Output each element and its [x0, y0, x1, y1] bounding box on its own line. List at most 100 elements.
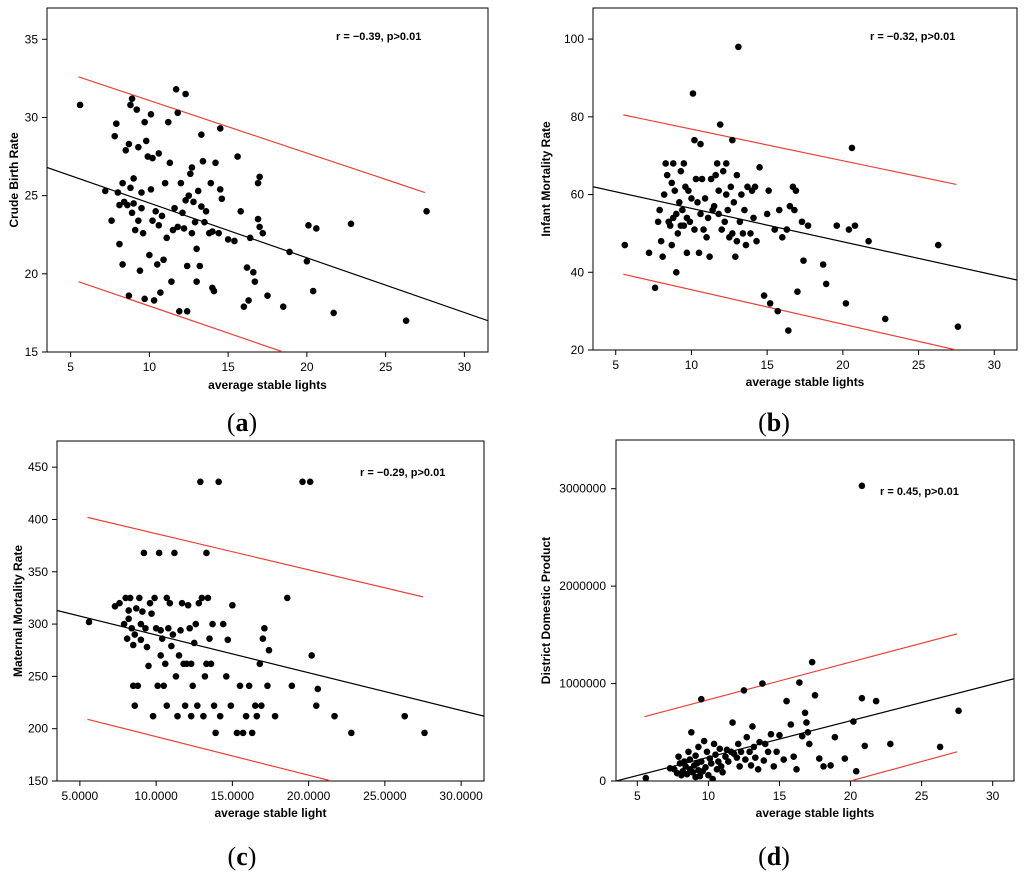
- data-point: [222, 673, 230, 680]
- x-tick-label: 25: [912, 358, 926, 372]
- data-point: [858, 694, 866, 702]
- data-point: [309, 287, 317, 295]
- data-point: [176, 308, 183, 315]
- data-point: [177, 179, 185, 187]
- data-point: [742, 756, 749, 763]
- x-tick-label: 30.0000: [439, 789, 483, 803]
- data-point: [204, 594, 212, 602]
- data-point: [183, 308, 191, 315]
- data-point: [161, 660, 169, 668]
- data-point: [164, 118, 172, 126]
- data-point: [251, 702, 259, 709]
- data-point: [155, 222, 163, 229]
- data-point: [887, 740, 894, 748]
- y-tick-label: 30: [25, 110, 39, 124]
- y-axis-label: Crude Birth Rate: [7, 132, 21, 228]
- data-point: [251, 278, 259, 285]
- y-tick-label: 0: [599, 774, 606, 788]
- data-point: [724, 758, 732, 765]
- data-point: [827, 762, 834, 769]
- y-tick-label: 40: [571, 265, 585, 279]
- data-point: [730, 199, 738, 206]
- data-point: [770, 763, 778, 770]
- x-tick-label: 30: [458, 360, 472, 374]
- x-axis-label: average stable lights: [208, 378, 327, 392]
- data-point: [174, 712, 181, 720]
- data-point: [245, 297, 252, 304]
- data-point: [347, 220, 355, 228]
- data-point: [200, 712, 207, 720]
- data-point: [685, 187, 692, 194]
- data-point: [203, 549, 210, 557]
- data-point: [798, 218, 806, 226]
- data-point: [210, 702, 218, 709]
- data-point: [133, 106, 141, 113]
- data-point: [766, 300, 774, 307]
- data-point: [198, 594, 206, 602]
- data-point: [163, 594, 171, 602]
- y-tick-label: 25: [25, 189, 39, 203]
- y-axis-label: Maternal Mortality Rate: [11, 545, 25, 677]
- data-point: [184, 601, 192, 609]
- data-point: [158, 635, 166, 643]
- data-point: [123, 635, 131, 643]
- data-point: [763, 210, 771, 218]
- data-point: [697, 695, 705, 703]
- data-point: [183, 262, 191, 270]
- data-point: [680, 160, 688, 167]
- data-point: [842, 300, 850, 307]
- data-point: [141, 295, 148, 303]
- data-point: [191, 218, 199, 226]
- y-tick-label: 35: [25, 32, 39, 46]
- data-point: [171, 549, 178, 557]
- data-point: [676, 199, 683, 206]
- data-point: [163, 702, 171, 709]
- data-point: [240, 303, 248, 310]
- y-tick-label: 60: [571, 188, 585, 202]
- data-point: [680, 222, 688, 229]
- data-point: [101, 187, 109, 195]
- data-point: [707, 760, 715, 767]
- data-point: [749, 723, 756, 730]
- y-axis-label: Infant Mortality Rate: [539, 121, 553, 237]
- data-point: [756, 164, 763, 171]
- data-point: [256, 173, 263, 181]
- data-point: [659, 253, 666, 261]
- data-point: [800, 257, 807, 264]
- panel-b: 5 10 15 20 25 30 20 40 60 80 100 average stable lig…: [539, 7, 1018, 437]
- data-point: [231, 237, 238, 245]
- data-point: [771, 226, 779, 233]
- data-point: [216, 186, 224, 193]
- data-point: [149, 217, 156, 224]
- data-point: [686, 756, 694, 763]
- data-point: [130, 200, 137, 207]
- data-point: [177, 627, 184, 634]
- data-point: [421, 729, 428, 737]
- data-point: [179, 209, 186, 217]
- data-point: [201, 673, 209, 680]
- data-point: [742, 241, 750, 249]
- data-point: [741, 206, 748, 214]
- data-point: [146, 251, 153, 259]
- panel-label: (c): [228, 842, 257, 871]
- x-tick-label: 20: [844, 789, 858, 803]
- data-point: [271, 712, 279, 720]
- data-point: [701, 195, 709, 202]
- data-point: [740, 687, 748, 694]
- data-point: [348, 729, 355, 737]
- data-point: [212, 729, 219, 737]
- data-point: [261, 624, 268, 632]
- data-point: [122, 594, 129, 602]
- data-point: [215, 229, 222, 237]
- data-point: [243, 264, 251, 271]
- data-point: [656, 206, 663, 214]
- data-point: [140, 549, 148, 557]
- data-point: [299, 478, 306, 486]
- data-point: [735, 43, 742, 51]
- data-point: [764, 748, 772, 756]
- data-point: [712, 171, 719, 179]
- y-tick-label: 2000000: [559, 579, 606, 593]
- data-point: [245, 682, 253, 690]
- data-point: [169, 631, 177, 638]
- data-point: [136, 267, 144, 274]
